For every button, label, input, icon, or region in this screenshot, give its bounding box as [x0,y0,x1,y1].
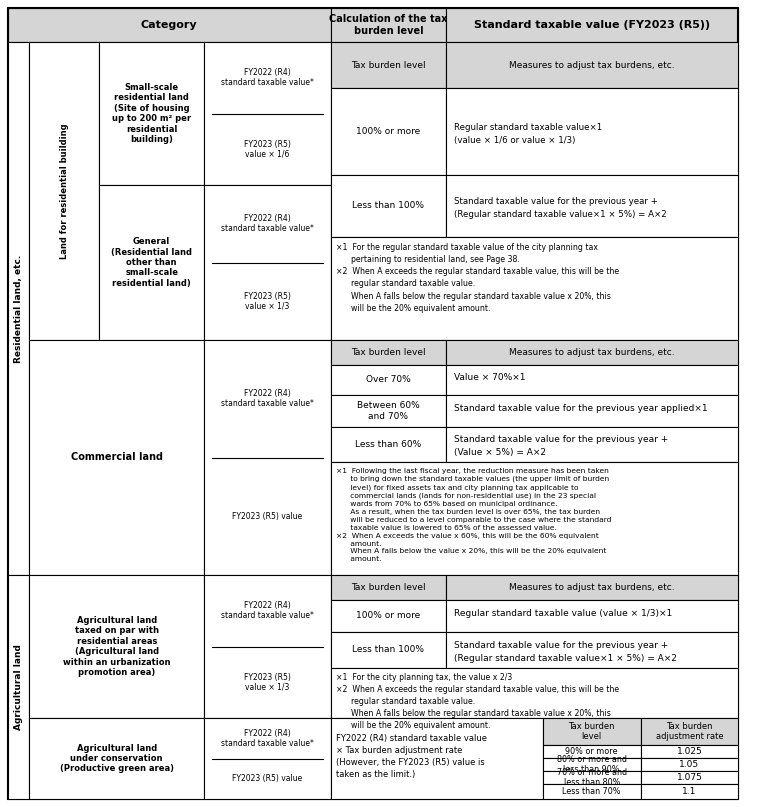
Text: FY2022 (R4)
standard taxable value*: FY2022 (R4) standard taxable value* [221,389,314,408]
Bar [542,718,641,745]
Text: Value × 70%×1: Value × 70%×1 [454,373,525,382]
Text: Less than 100%: Less than 100% [353,202,424,211]
Bar [331,395,446,427]
Text: 100% or more: 100% or more [357,127,420,136]
Text: Less than 60%: Less than 60% [355,440,422,449]
Text: 80% or more and
less than 90%: 80% or more and less than 90% [557,755,627,774]
Text: 1.05: 1.05 [680,760,700,769]
Bar [446,42,738,88]
Bar [204,575,331,718]
Bar [641,758,738,771]
Text: Standard taxable value for the previous year +: Standard taxable value for the previous … [454,197,658,206]
Text: General
(Residential land
other than
small-scale
residential land): General (Residential land other than sma… [111,237,193,288]
Bar [641,771,738,784]
Text: Agricultural land
under conservation
(Productive green area): Agricultural land under conservation (Pr… [60,743,173,773]
Bar [331,575,446,600]
Text: Less than 100%: Less than 100% [353,646,424,654]
Text: (value × 1/6 or value × 1/3): (value × 1/6 or value × 1/3) [454,136,575,144]
Bar [446,632,738,668]
Text: Measures to adjust tax burdens, etc.: Measures to adjust tax burdens, etc. [509,583,675,592]
Text: 1.075: 1.075 [676,773,703,782]
Text: Measures to adjust tax burdens, etc.: Measures to adjust tax burdens, etc. [509,348,675,357]
Text: 1.025: 1.025 [676,747,703,756]
Text: Regular standard taxable value (value × 1/3)×1: Regular standard taxable value (value × … [454,609,673,618]
Text: Tax burden level: Tax burden level [351,61,426,69]
Text: FY2023 (R5)
value × 1/3: FY2023 (R5) value × 1/3 [244,672,291,692]
Text: ×1  For the regular standard taxable value of the city planning tax
      pertai: ×1 For the regular standard taxable valu… [337,243,620,313]
Bar [446,427,738,462]
Bar [99,42,204,185]
Bar [331,88,446,175]
Text: Regular standard taxable value×1: Regular standard taxable value×1 [454,123,602,132]
Text: Between 60%
and 70%: Between 60% and 70% [357,401,420,420]
Text: (Regular standard taxable value×1 × 5%) = A×2: (Regular standard taxable value×1 × 5%) … [454,210,667,219]
Bar [29,575,204,718]
Text: FY2022 (R4) standard taxable value
× Tax burden adjustment rate
(However, the FY: FY2022 (R4) standard taxable value × Tax… [337,734,488,779]
Bar [29,340,204,575]
Text: FY2022 (R4)
standard taxable value*: FY2022 (R4) standard taxable value* [221,601,314,621]
Text: Agricultural land: Agricultural land [14,644,23,730]
Text: Standard taxable value for the previous year +: Standard taxable value for the previous … [454,436,668,445]
Bar [29,718,204,799]
Bar [331,175,446,237]
Text: Tax burden
level: Tax burden level [568,721,615,741]
Text: Agricultural land
taxed on par with
residential areas
(Agricultural land
within : Agricultural land taxed on par with resi… [63,616,170,677]
Bar [542,784,641,799]
Bar [446,340,738,365]
Bar [446,600,738,632]
Bar [446,175,738,237]
Bar [204,718,331,799]
Bar [641,784,738,799]
Text: FY2023 (R5)
value × 1/3: FY2023 (R5) value × 1/3 [244,291,291,311]
Text: Standard taxable value for the previous year applied×1: Standard taxable value for the previous … [454,404,708,413]
Text: Tax burden level: Tax burden level [351,348,426,357]
Text: 70% or more and
less than 80%: 70% or more and less than 80% [557,767,627,787]
Text: Standard taxable value for the previous year +: Standard taxable value for the previous … [454,641,668,650]
Bar [331,42,446,88]
Bar [331,237,738,340]
Bar [204,185,331,340]
Text: ×1  For the city planning tax, the value x 2/3
×2  When A exceeds the regular st: ×1 For the city planning tax, the value … [337,673,620,730]
Bar [331,632,446,668]
Bar [641,718,738,745]
Text: Commercial land: Commercial land [71,453,163,462]
Bar [446,395,738,427]
Bar [331,340,446,365]
Text: FY2022 (R4)
standard taxable value*: FY2022 (R4) standard taxable value* [221,214,314,233]
Bar [446,575,738,600]
Text: Measures to adjust tax burdens, etc.: Measures to adjust tax burdens, etc. [509,61,675,69]
Bar [542,771,641,784]
Text: FY2023 (R5) value: FY2023 (R5) value [232,512,302,521]
Text: ×1  Following the last fiscal year, the reduction measure has been taken
      t: ×1 Following the last fiscal year, the r… [337,468,612,562]
Text: Tax burden level: Tax burden level [351,583,426,592]
Text: Tax burden
adjustment rate: Tax burden adjustment rate [656,721,723,741]
Bar [8,575,29,799]
Bar [331,718,542,799]
Bar [542,758,641,771]
Bar [8,42,29,575]
Text: (Regular standard taxable value×1 × 5%) = A×2: (Regular standard taxable value×1 × 5%) … [454,654,677,663]
Text: 90% or more: 90% or more [565,747,618,756]
Text: (Value × 5%) = A×2: (Value × 5%) = A×2 [454,449,546,458]
Bar [331,365,446,395]
Bar [8,8,331,42]
Text: Less than 70%: Less than 70% [562,787,621,796]
Bar [542,745,641,758]
Bar [29,42,99,340]
Text: FY2023 (R5)
value × 1/6: FY2023 (R5) value × 1/6 [244,140,291,159]
Text: 1.1: 1.1 [683,787,696,796]
Text: Small-scale
residential land
(Site of housing
up to 200 m² per
residential
build: Small-scale residential land (Site of ho… [112,83,191,144]
Text: Category: Category [141,20,198,30]
Bar [641,745,738,758]
Bar [331,462,738,575]
Bar [331,427,446,462]
Text: Calculation of the tax
burden level: Calculation of the tax burden level [329,15,448,36]
Bar [331,668,738,718]
Bar [446,88,738,175]
Bar [331,600,446,632]
Bar [99,185,204,340]
Bar [446,365,738,395]
Text: Standard taxable value (FY2023 (R5)): Standard taxable value (FY2023 (R5)) [474,20,710,30]
Bar [331,8,446,42]
Text: FY2022 (R4)
standard taxable value*: FY2022 (R4) standard taxable value* [221,68,314,87]
